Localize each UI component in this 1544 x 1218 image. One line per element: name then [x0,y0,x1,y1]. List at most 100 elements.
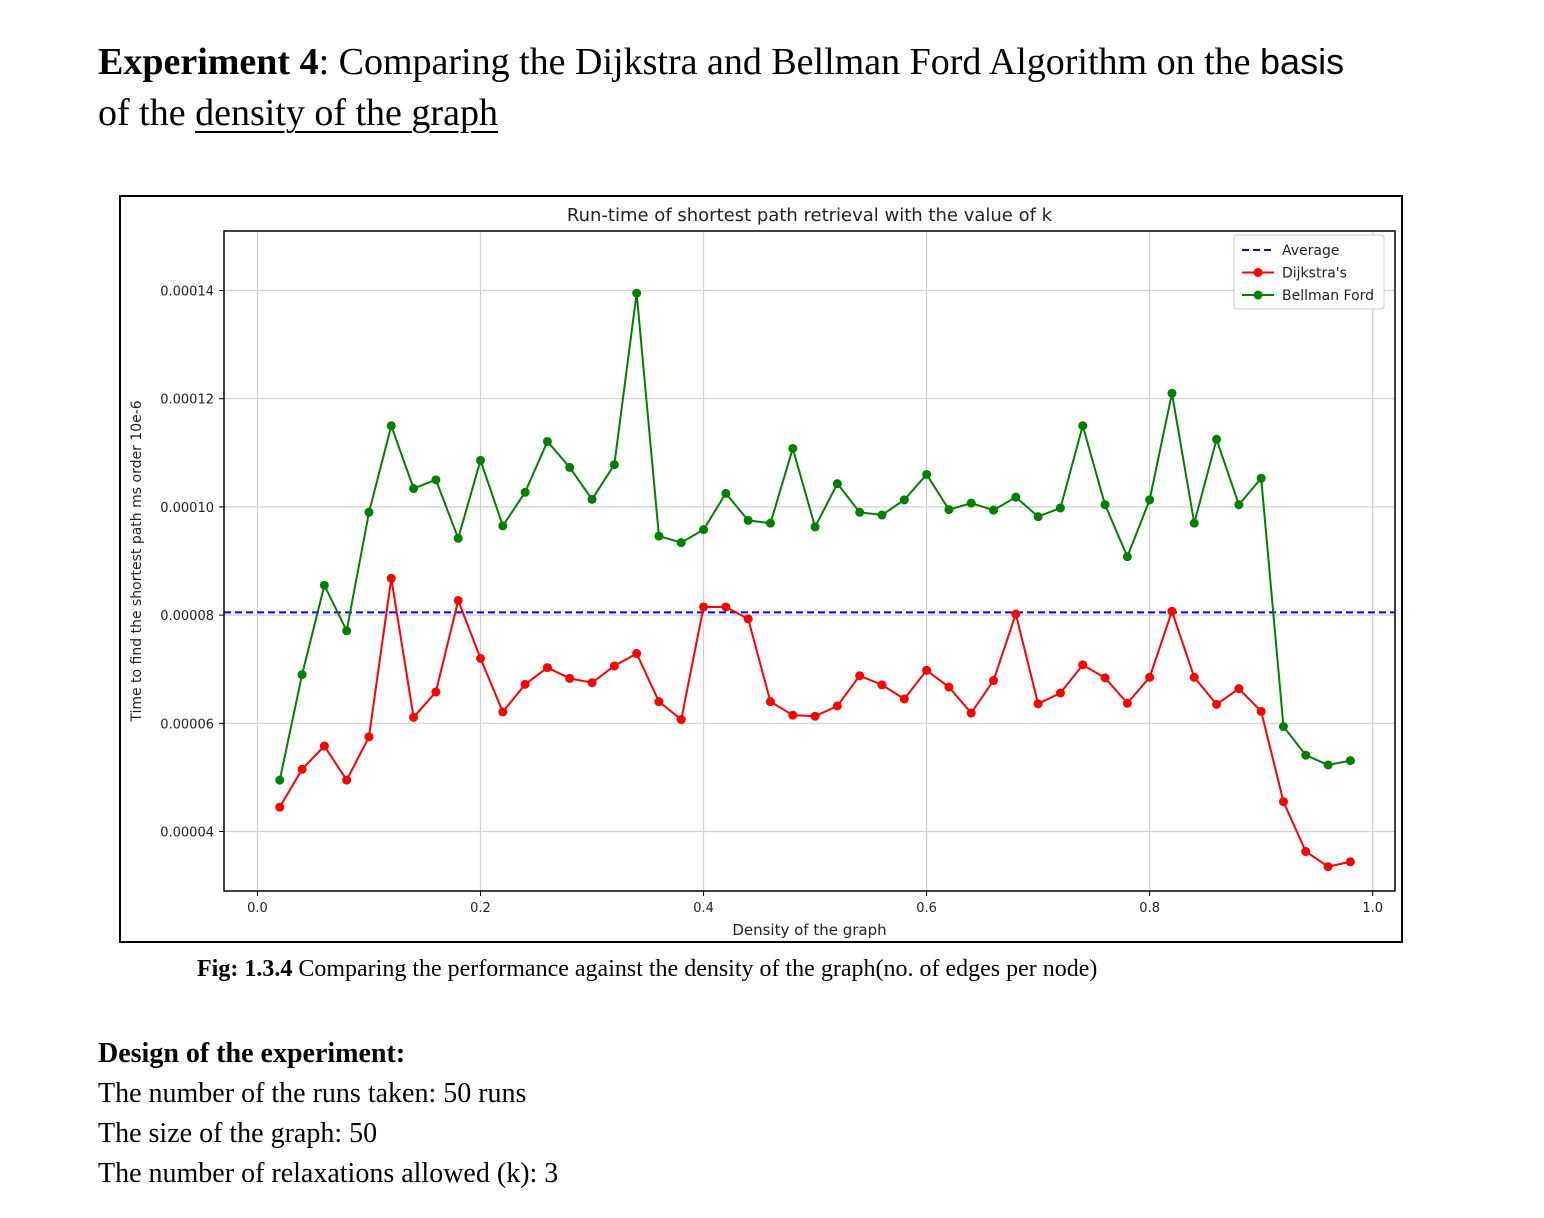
bellman-ford-point [654,531,664,541]
bellman-ford-point [699,525,709,535]
dijkstra-s-point [319,741,329,751]
design-line-relaxations: The number of relaxations allowed (k): 3 [98,1158,559,1189]
chart-legend: Average Dijkstra's Bellman Ford [1233,234,1385,310]
bellman-ford-point [899,495,909,505]
dijkstra-s-point [721,602,731,612]
bellman-ford-point [922,469,932,479]
dijkstra-s-point [542,663,552,673]
bellman-ford-point [788,443,798,453]
dijkstra-s-point [832,701,842,711]
dijkstra-s-point [1323,862,1333,872]
bellman-ford-point [542,436,552,446]
bellman-ford-point [1167,388,1177,398]
dijkstra-s-point [1278,797,1288,807]
dijkstra-s-point [810,711,820,721]
x-tick-label: 0.2 [470,901,491,916]
heading-underlined-text: density of the graph [195,92,498,134]
legend-marker-bellman-ford [1253,290,1263,300]
x-tick-label: 0.4 [693,901,714,916]
dijkstra-s-point [1234,684,1244,694]
experiment-design: Design of the experiment: The number of … [98,1034,558,1194]
bellman-ford-point [1122,552,1132,562]
dijkstra-s-point [1055,688,1065,698]
legend-label-bellman-ford: Bellman Ford [1282,288,1374,304]
legend-label-dijkstra-s: Dijkstra's [1282,266,1347,282]
bellman-ford-point [409,484,419,494]
bellman-ford-line [278,293,1351,781]
bellman-ford-point [743,515,753,525]
bellman-ford-point [1256,473,1266,483]
dijkstra-s-point [1212,699,1222,709]
caption-text: Comparing the performance against the de… [292,956,1098,982]
bellman-ford-point [632,288,642,298]
x-axis-label: Density of the graph [732,921,886,939]
heading-line2-prefix: of the [98,92,196,134]
bellman-ford-point [1145,495,1155,505]
design-line-graph-size: The size of the graph: 50 [98,1118,378,1149]
bellman-ford-point [1033,512,1043,522]
dijkstra-s-point [364,732,374,742]
dijkstra-s-point [899,694,909,704]
dijkstra-s-point [632,649,642,659]
y-tick-label: 0.00014 [160,285,214,300]
bellman-ford-point [877,510,887,520]
dijkstra-s-point [1167,606,1177,616]
dijkstra-s-point [453,595,463,605]
bellman-ford-point [1301,750,1311,760]
dijkstra-s-point [1122,698,1132,708]
bellman-ford-point [1323,760,1333,770]
dijkstra-s-point [431,687,441,697]
dijkstra-s-point [1145,672,1155,682]
bellman-ford-point [453,533,463,543]
bellman-ford-point [1078,421,1088,431]
x-tick-label: 0.6 [916,901,937,916]
dijkstra-s-point [788,710,798,720]
bellman-ford-point [1212,434,1222,444]
y-tick-label: 0.00006 [160,717,214,732]
bellman-ford-point [1345,756,1355,766]
design-title: Design of the experiment: [98,1038,406,1069]
bellman-ford-point [1278,722,1288,732]
heading-bold: Experiment 4 [98,41,319,83]
bellman-ford-point [1100,500,1110,510]
bellman-ford-point [319,580,329,590]
dijkstra-s-point [855,671,865,681]
bellman-ford-point [520,487,530,497]
bellman-ford-point [1234,500,1244,510]
dijkstra-s-point [342,775,352,785]
y-tick-label: 0.00004 [160,825,214,840]
dijkstra-s-point [989,676,999,686]
dijkstra-s-point [966,708,976,718]
bellman-ford-point [476,455,486,465]
legend-box [1233,234,1385,310]
bellman-ford-point [832,479,842,489]
dijkstra-s-point [409,712,419,722]
dijkstra-s-point [275,802,285,812]
dijkstra-s-point [386,573,396,583]
dijkstra-s-point [297,764,307,774]
bellman-ford-point [855,507,865,517]
bellman-ford-point [565,462,575,472]
legend-marker-dijkstra-s [1253,268,1263,277]
dijkstra-s-line [278,578,1351,868]
figure-frame: 0.0 0.2 0.4 0.6 0.8 1.0 0.00004 0.00006 0.00008 0… [119,195,1403,943]
bellman-ford-point [944,505,954,515]
x-tick-label: 0.8 [1139,901,1160,916]
bellman-ford-point [676,538,686,548]
bellman-ford-point [1011,492,1021,502]
grid-layer [224,231,1395,891]
dijkstra-s-point [922,665,932,675]
dijkstra-s-point [765,697,775,707]
line-chart: 0.0 0.2 0.4 0.6 0.8 1.0 0.00004 0.00006 0.00008 0… [129,205,1396,939]
heading-sans-word: basis [1260,41,1345,82]
x-tick-label: 1.0 [1362,901,1383,916]
bellman-ford-point [810,522,820,532]
dijkstra-s-point [944,682,954,692]
figure-caption: Fig: 1.3.4 Comparing the performance aga… [197,956,1097,983]
plot-area-frame [223,230,1396,892]
y-tick-label: 0.00010 [160,501,214,516]
series-layer [224,288,1395,872]
dijkstra-s-point [1345,857,1355,867]
bellman-ford-point [721,488,731,498]
bellman-ford-point [587,494,597,504]
